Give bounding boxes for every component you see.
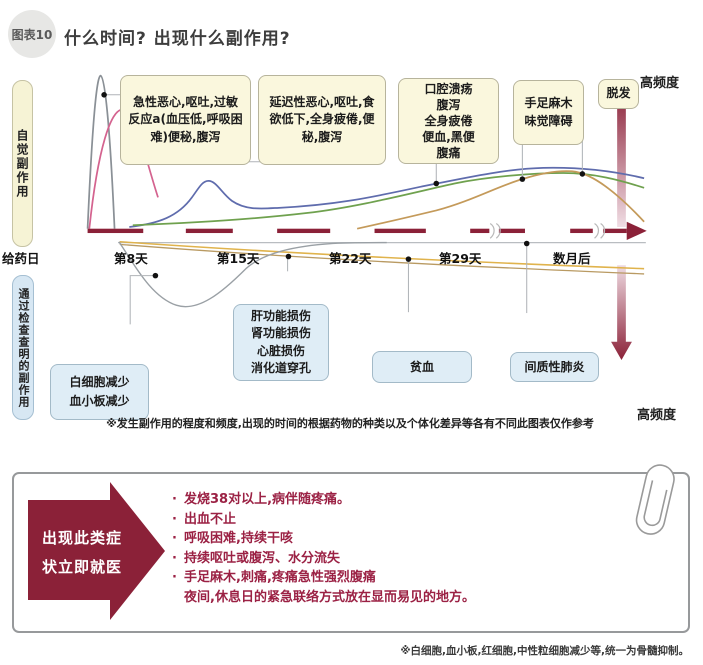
alert-bullet-list: · 发烧38对以上,病伴随疼痛。 · 出血不止 · 呼吸困难,持续干咳 · 持续… bbox=[172, 490, 652, 608]
paperclip-icon bbox=[635, 464, 675, 535]
curve-acute-gray bbox=[86, 74, 116, 229]
alert-arrow-shape bbox=[28, 482, 165, 620]
axis-tick-day15: 第15天 bbox=[217, 251, 260, 266]
curve-delayed-blue bbox=[129, 166, 645, 228]
bottom-footnote: ※白细胞,血小板,红细胞,中性粒细胞减少等,统一为骨髓抑制。 bbox=[400, 645, 689, 657]
down-frequency-arrow bbox=[611, 265, 632, 360]
timeline-axis bbox=[87, 221, 647, 240]
alert-bullet-item: 夜间,休息日的紧急联络方式放在显而易见的地方。 bbox=[184, 589, 475, 605]
page-title: 什么时间? 出现什么副作用? bbox=[64, 29, 291, 49]
axis-tick-day0: 给药日 bbox=[2, 251, 40, 266]
callout-hair-loss: 脱发 bbox=[598, 79, 639, 109]
curve-late-tan bbox=[356, 170, 645, 230]
curve-blood-dip-gray bbox=[118, 241, 387, 308]
axis-tick-day29: 第29天 bbox=[439, 251, 482, 266]
chart-disclaimer-note: ※发生副作用的程度和频度,出现的时间的根据药物的种类以及个体化差异等各有不同此图… bbox=[106, 417, 594, 430]
up-frequency-arrow bbox=[611, 87, 632, 227]
lower-gold-line-1 bbox=[119, 240, 645, 270]
callout-organ-damage: 肝功能损伤 肾功能损伤 心脏损伤 消化道穿孔 bbox=[233, 304, 329, 381]
callout-wbc-platelet-decrease: 白细胞减少 血小板减少 bbox=[50, 364, 149, 420]
axis-break-marks bbox=[489, 222, 606, 239]
alert-bullet-item: · 手足麻木,刺痛,疼痛急性强烈腹痛 bbox=[172, 570, 376, 586]
callout-delayed-symptoms: 延迟性恶心,呕吐,食欲低下,全身疲倦,便秘,腹泻 bbox=[258, 75, 386, 165]
axis-tick-months-later: 数月后 bbox=[553, 251, 591, 266]
left-label-lab-detected-side-effects: 通过检查查明的副作用 bbox=[12, 275, 34, 420]
callout-anemia: 贫血 bbox=[372, 351, 472, 383]
axis-tick-day8: 第8天 bbox=[114, 251, 148, 266]
callout-acute-symptoms: 急性恶心,呕吐,过敏反应a(血压低,呼吸困难)便秘,腹泻 bbox=[120, 75, 251, 165]
figure-number-badge: 图表10 bbox=[8, 10, 56, 58]
alert-bullet-item: · 持续呕吐或腹泻、水分流失 bbox=[172, 550, 341, 566]
alert-bullet-item: · 呼吸困难,持续干咳 bbox=[172, 531, 293, 547]
curve-cumulative-green bbox=[132, 172, 645, 227]
high-frequency-label-top: 高频度 bbox=[640, 76, 680, 91]
lower-gold-line-2 bbox=[119, 243, 645, 275]
left-label-subjective-side-effects: 自觉副作用 bbox=[12, 80, 33, 247]
timeline-chart-svg bbox=[86, 74, 647, 360]
callout-interstitial-pneumonia: 间质性肺炎 bbox=[510, 352, 599, 382]
callout-oral-ulcer-etc: 口腔溃疡 腹泻 全身疲倦 便血,黑便 腹痛 bbox=[398, 78, 499, 164]
alert-bullet-item: · 发烧38对以上,病伴随疼痛。 bbox=[172, 492, 351, 507]
high-frequency-label-bottom: 高频度 bbox=[637, 408, 677, 423]
alert-arrow-label: 出现此类症 状立即就医 bbox=[41, 529, 122, 576]
callout-numbness-taste: 手足麻木 味觉障碍 bbox=[513, 80, 584, 145]
axis-tick-day22: 第22天 bbox=[329, 251, 372, 266]
alert-bullet-item: · 出血不止 bbox=[172, 511, 237, 527]
